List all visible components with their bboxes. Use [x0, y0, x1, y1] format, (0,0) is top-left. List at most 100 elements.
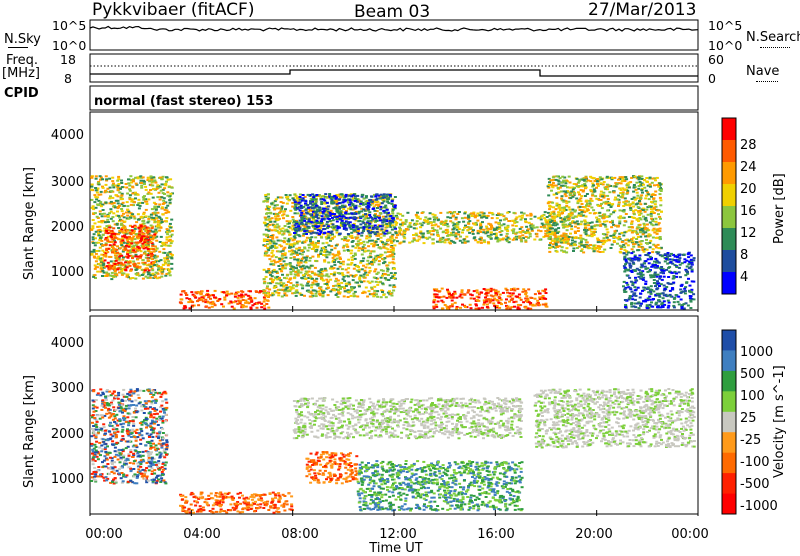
data-cell [353, 268, 356, 270]
data-cell [162, 248, 165, 250]
data-cell [364, 247, 367, 249]
data-cell [165, 242, 168, 244]
data-cell [137, 262, 140, 264]
data-cell [381, 228, 384, 230]
data-cell [558, 215, 561, 217]
data-cell [599, 193, 602, 195]
data-cell [264, 222, 267, 224]
data-cell [605, 220, 608, 222]
data-cell [458, 221, 461, 223]
noise-panel-frame [90, 20, 698, 50]
data-cell [308, 260, 311, 262]
data-cell [478, 238, 481, 240]
data-cell [110, 190, 113, 192]
data-cell [377, 238, 380, 240]
data-cell [500, 299, 503, 301]
data-cell [95, 178, 98, 180]
data-cell [183, 307, 186, 309]
data-cell [372, 208, 375, 210]
data-cell [580, 250, 583, 252]
data-cell [405, 221, 408, 223]
data-cell [145, 209, 148, 211]
data-cell [120, 195, 123, 197]
data-cell [502, 292, 505, 294]
data-cell [452, 231, 455, 233]
data-cell [482, 229, 485, 231]
data-cell [102, 234, 105, 236]
data-cell [464, 217, 467, 219]
data-cell [344, 290, 347, 292]
data-cell [577, 227, 580, 229]
data-cell [335, 245, 338, 247]
data-cell [280, 270, 283, 272]
data-cell [529, 213, 532, 215]
data-cell [271, 245, 274, 247]
data-cell [121, 210, 124, 212]
data-cell [461, 217, 464, 219]
data-cell [170, 219, 173, 221]
data-cell [431, 227, 434, 229]
data-cell [605, 203, 608, 205]
data-cell [140, 182, 143, 184]
data-cell [491, 212, 494, 214]
data-cell [337, 261, 340, 263]
data-cell [323, 228, 326, 230]
data-cell [169, 193, 172, 195]
data-cell [99, 247, 102, 249]
data-cell [600, 203, 603, 205]
data-cell [190, 291, 193, 293]
data-cell [268, 289, 271, 291]
data-cell [104, 190, 107, 192]
data-cell [322, 247, 325, 249]
data-cell [393, 268, 396, 270]
data-cell [367, 245, 370, 247]
data-cell [595, 217, 598, 219]
data-cell [376, 290, 379, 292]
data-cell [285, 295, 288, 297]
data-cell [637, 206, 640, 208]
data-cell [150, 256, 153, 258]
data-cell [169, 227, 172, 229]
data-cell [149, 241, 152, 243]
data-cell [441, 241, 444, 243]
data-cell [122, 227, 125, 229]
data-cell [376, 201, 379, 203]
data-cell [603, 181, 606, 183]
data-cell [139, 257, 142, 259]
data-cell [300, 207, 303, 209]
data-cell [599, 182, 602, 184]
data-cell [295, 291, 298, 293]
data-cell [92, 242, 95, 244]
data-cell [385, 212, 388, 214]
data-cell [386, 209, 389, 211]
data-cell [391, 235, 394, 237]
data-cell [651, 251, 654, 253]
data-cell [300, 268, 303, 270]
data-cell [301, 200, 304, 202]
data-cell [146, 222, 149, 224]
data-cell [162, 264, 165, 266]
data-cell [138, 235, 141, 237]
data-cell [302, 235, 305, 237]
data-cell [377, 235, 380, 237]
data-cell [415, 234, 418, 236]
data-cell [385, 296, 388, 298]
data-cell [119, 247, 122, 249]
data-cell [635, 189, 638, 191]
data-cell [267, 300, 270, 302]
data-cell [534, 216, 537, 218]
data-cell [497, 302, 500, 304]
data-cell [307, 281, 310, 283]
data-cell [385, 230, 388, 232]
data-cell [455, 238, 458, 240]
data-cell [659, 199, 662, 201]
data-cell [622, 205, 625, 207]
data-cell [286, 274, 289, 276]
data-cell [480, 217, 483, 219]
data-cell [121, 239, 124, 241]
data-cell [291, 206, 294, 208]
data-cell [320, 203, 323, 205]
data-cell [440, 221, 443, 223]
data-cell [390, 272, 393, 274]
data-cell [366, 263, 369, 265]
